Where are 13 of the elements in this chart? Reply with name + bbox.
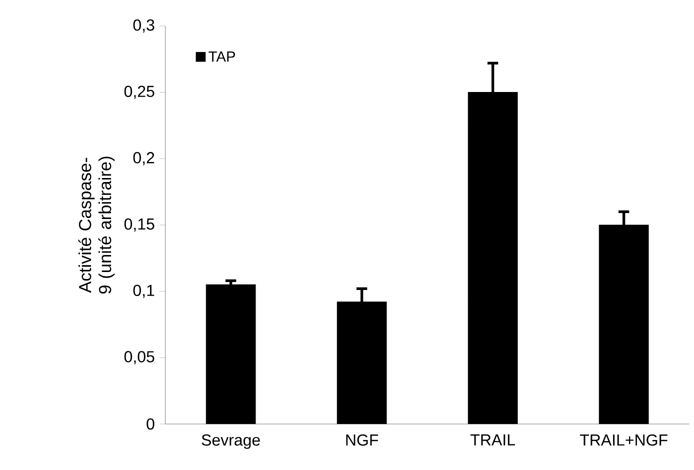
y-tick-label: 0,15 bbox=[124, 218, 154, 232]
y-tick-label: 0,1 bbox=[133, 284, 154, 298]
x-tick-label: NGF bbox=[346, 434, 378, 446]
y-tick-label: 0,3 bbox=[133, 19, 154, 33]
x-tick-label: Sevrage bbox=[202, 434, 260, 449]
y-tick-label: 0 bbox=[146, 418, 154, 430]
y-axis-title: Activité Caspase-9 (unité arbitraire) bbox=[78, 156, 115, 294]
y-tick-label: 0,2 bbox=[133, 152, 154, 166]
y-tick-label: 0,05 bbox=[124, 351, 154, 364]
x-tick-label: TRAIL+NGF bbox=[580, 434, 668, 446]
legend-label: TAP bbox=[208, 52, 236, 62]
x-tick-label: TRAIL bbox=[470, 434, 515, 446]
y-tick-label: 0,25 bbox=[124, 86, 154, 99]
